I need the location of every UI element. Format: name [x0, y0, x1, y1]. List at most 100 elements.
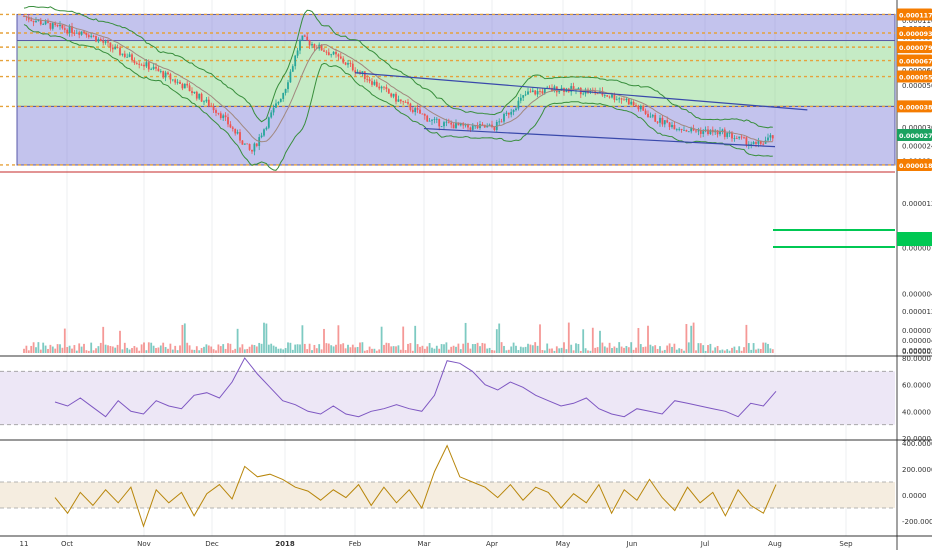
candle-body[interactable] [342, 58, 345, 63]
candle-body[interactable] [755, 142, 757, 144]
candle-body[interactable] [80, 31, 83, 35]
candle-body[interactable] [159, 71, 162, 72]
candle-body[interactable] [61, 24, 64, 29]
candle-body[interactable] [167, 72, 169, 75]
candle-body[interactable] [97, 39, 100, 42]
candle-body[interactable] [599, 90, 601, 94]
candle-body[interactable] [603, 95, 606, 97]
candle-body[interactable] [267, 117, 270, 128]
candle-body[interactable] [683, 129, 685, 131]
candle-body[interactable] [531, 90, 534, 93]
candle-body[interactable] [515, 108, 517, 111]
candle-body[interactable] [632, 101, 635, 106]
candle-body[interactable] [743, 137, 745, 139]
candle-body[interactable] [512, 110, 515, 112]
candle-body[interactable] [740, 136, 743, 138]
candle-body[interactable] [236, 132, 239, 134]
candle-body[interactable] [445, 121, 448, 123]
candle-body[interactable] [399, 99, 402, 102]
candle-body[interactable] [534, 90, 537, 95]
candle-body[interactable] [251, 149, 253, 152]
candle-body[interactable] [435, 118, 438, 120]
candle-body[interactable] [119, 47, 121, 55]
candle-body[interactable] [73, 32, 76, 34]
candle-body[interactable] [92, 35, 95, 37]
candle-body[interactable] [440, 126, 443, 128]
candle-body[interactable] [450, 122, 453, 125]
candle-body[interactable] [104, 41, 107, 43]
candle-body[interactable] [30, 19, 33, 21]
candle-body[interactable] [275, 103, 277, 108]
candle-body[interactable] [128, 54, 131, 57]
candle-body[interactable] [620, 98, 623, 100]
candle-body[interactable] [659, 117, 661, 123]
candle-body[interactable] [647, 113, 649, 118]
candle-body[interactable] [181, 83, 184, 89]
candle-body[interactable] [738, 136, 741, 139]
candle-body[interactable] [486, 125, 489, 128]
candle-body[interactable] [692, 128, 695, 131]
candle-body[interactable] [371, 81, 373, 85]
candle-body[interactable] [344, 62, 347, 65]
candle-body[interactable] [675, 129, 678, 130]
candle-body[interactable] [402, 101, 405, 103]
candle-body[interactable] [241, 140, 244, 145]
candle-body[interactable] [457, 122, 460, 126]
candle-body[interactable] [32, 20, 35, 23]
candle-body[interactable] [411, 109, 414, 113]
candle-body[interactable] [231, 127, 234, 129]
candle-body[interactable] [503, 113, 505, 122]
candle-body[interactable] [469, 127, 472, 130]
candle-body[interactable] [428, 120, 431, 122]
candle-body[interactable] [191, 91, 193, 94]
candle-body[interactable] [541, 91, 544, 94]
candle-body[interactable] [186, 83, 189, 86]
candle-body[interactable] [301, 35, 304, 41]
candle-body[interactable] [260, 135, 263, 138]
candle-body[interactable] [673, 124, 676, 130]
candle-body[interactable] [289, 71, 292, 83]
candle-body[interactable] [265, 127, 268, 130]
candle-body[interactable] [767, 137, 769, 141]
candle-body[interactable] [654, 115, 657, 122]
candle-body[interactable] [419, 109, 421, 114]
candle-body[interactable] [270, 112, 273, 118]
candle-body[interactable] [414, 108, 417, 113]
candle-body[interactable] [234, 128, 237, 134]
candle-body[interactable] [198, 93, 201, 99]
candle-body[interactable] [500, 121, 503, 123]
candle-body[interactable] [728, 132, 731, 134]
candle-body[interactable] [426, 115, 429, 122]
candle-body[interactable] [709, 129, 712, 135]
candle-body[interactable] [303, 35, 306, 37]
candle-body[interactable] [123, 53, 126, 57]
candle-body[interactable] [155, 66, 157, 69]
candle-body[interactable] [678, 128, 681, 130]
candle-body[interactable] [390, 93, 393, 97]
candle-body[interactable] [519, 97, 522, 101]
candle-body[interactable] [311, 44, 313, 46]
candle-body[interactable] [409, 103, 412, 110]
candle-body[interactable] [663, 120, 666, 125]
candle-body[interactable] [87, 35, 90, 37]
candle-body[interactable] [95, 35, 97, 42]
candle-body[interactable] [200, 93, 203, 102]
candle-body[interactable] [587, 89, 589, 93]
candle-body[interactable] [680, 128, 683, 131]
candle-body[interactable] [735, 138, 738, 140]
candle-body[interactable] [356, 71, 359, 73]
candle-body[interactable] [745, 137, 748, 146]
candle-body[interactable] [459, 123, 462, 126]
candle-body[interactable] [183, 83, 186, 89]
candle-body[interactable] [452, 124, 455, 129]
candle-body[interactable] [702, 131, 705, 134]
candle-body[interactable] [481, 124, 484, 125]
candle-body[interactable] [757, 141, 760, 144]
candle-body[interactable] [47, 21, 49, 23]
candle-body[interactable] [493, 127, 496, 130]
candle-body[interactable] [179, 81, 181, 84]
candle-body[interactable] [56, 24, 59, 27]
candle-body[interactable] [383, 86, 385, 88]
candle-body[interactable] [517, 100, 520, 109]
candle-body[interactable] [404, 102, 407, 103]
